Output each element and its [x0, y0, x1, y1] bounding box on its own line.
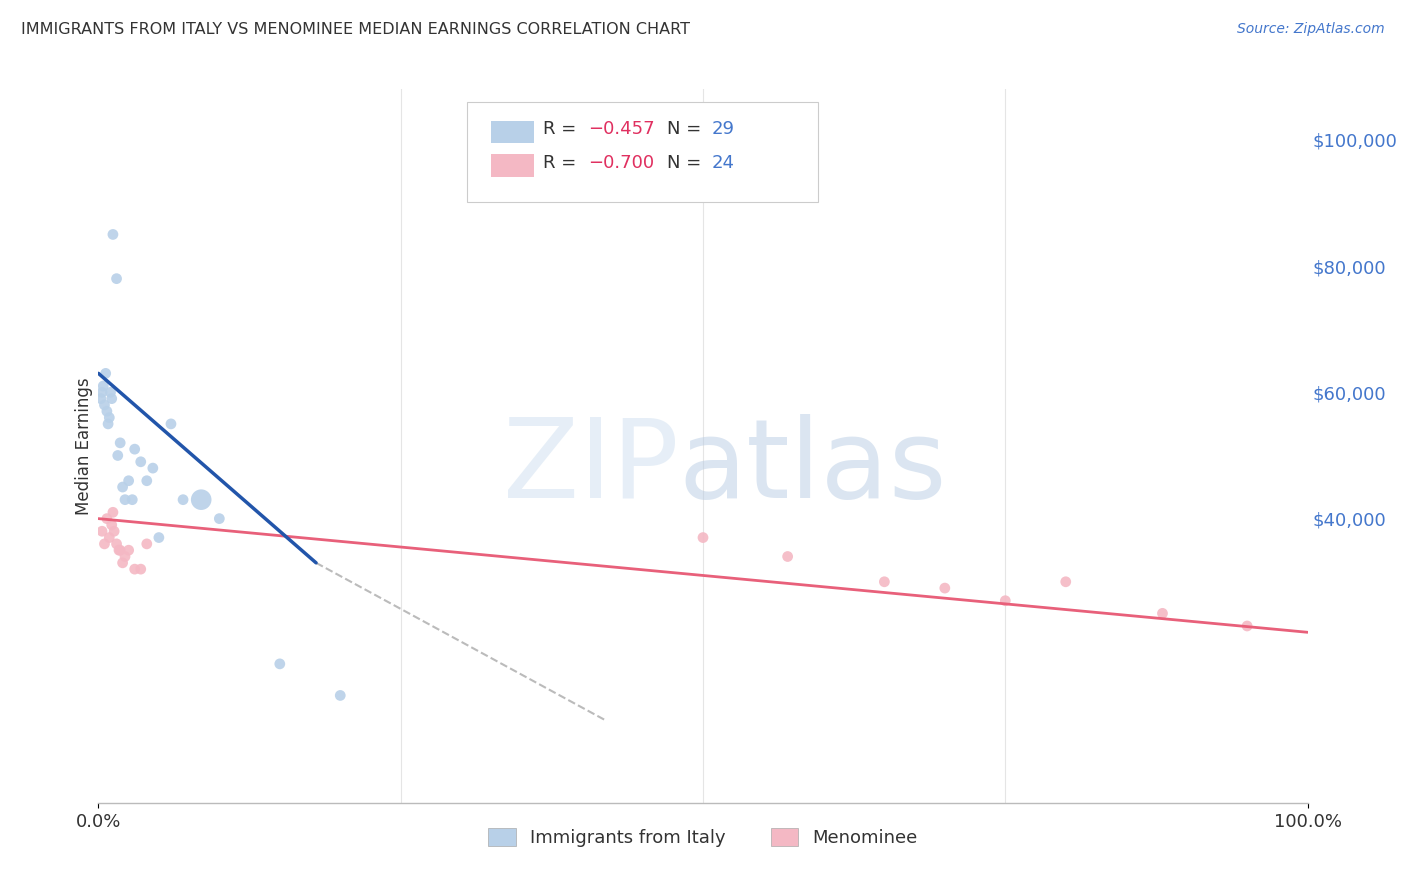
Point — [97, 417, 120, 431]
Point — [101, 227, 124, 242]
Point — [1054, 574, 1077, 589]
Point — [190, 492, 212, 507]
Point — [121, 492, 143, 507]
Text: R =: R = — [543, 153, 582, 171]
Point — [94, 367, 117, 381]
Point — [101, 505, 124, 519]
Point — [108, 543, 131, 558]
Text: IMMIGRANTS FROM ITALY VS MENOMINEE MEDIAN EARNINGS CORRELATION CHART: IMMIGRANTS FROM ITALY VS MENOMINEE MEDIA… — [21, 22, 690, 37]
Text: 24: 24 — [711, 153, 734, 171]
Text: Source: ZipAtlas.com: Source: ZipAtlas.com — [1237, 22, 1385, 37]
Point — [100, 392, 122, 406]
Point — [111, 480, 134, 494]
Point — [118, 474, 141, 488]
Point — [329, 689, 352, 703]
Point — [934, 581, 956, 595]
Point — [91, 524, 114, 539]
Legend: Immigrants from Italy, Menominee: Immigrants from Italy, Menominee — [481, 821, 925, 855]
Point — [111, 556, 134, 570]
Point — [1152, 607, 1174, 621]
Point — [148, 531, 170, 545]
Point — [172, 492, 194, 507]
Point — [873, 574, 896, 589]
Point — [98, 410, 121, 425]
Point — [135, 537, 157, 551]
Bar — [492, 154, 534, 177]
Point — [100, 517, 122, 532]
Point — [208, 511, 231, 525]
Point — [100, 385, 122, 400]
Point — [114, 492, 136, 507]
Point — [124, 562, 146, 576]
Text: −0.700: −0.700 — [588, 153, 654, 171]
Point — [108, 543, 131, 558]
Y-axis label: Median Earnings: Median Earnings — [75, 377, 93, 515]
Point — [692, 531, 714, 545]
Point — [269, 657, 291, 671]
Point — [135, 474, 157, 488]
Point — [118, 543, 141, 558]
Point — [142, 461, 165, 475]
Point — [160, 417, 183, 431]
Point — [98, 531, 121, 545]
Point — [90, 392, 112, 406]
Point — [1236, 619, 1258, 633]
Point — [103, 524, 125, 539]
Point — [105, 537, 128, 551]
Point — [129, 455, 152, 469]
Point — [107, 449, 129, 463]
Point — [108, 435, 131, 450]
Point — [93, 398, 115, 412]
Point — [114, 549, 136, 564]
Text: atlas: atlas — [679, 414, 948, 521]
Bar — [492, 120, 534, 144]
Text: ZIP: ZIP — [503, 414, 679, 521]
Point — [776, 549, 799, 564]
Point — [96, 511, 118, 525]
Text: 29: 29 — [711, 120, 734, 138]
Text: N =: N = — [666, 120, 707, 138]
Point — [105, 271, 128, 285]
FancyBboxPatch shape — [467, 102, 818, 202]
Text: N =: N = — [666, 153, 707, 171]
Text: R =: R = — [543, 120, 582, 138]
Point — [91, 379, 114, 393]
Point — [91, 385, 114, 400]
Point — [93, 537, 115, 551]
Point — [994, 593, 1017, 607]
Point — [129, 562, 152, 576]
Point — [96, 404, 118, 418]
Text: −0.457: −0.457 — [588, 120, 655, 138]
Point — [124, 442, 146, 457]
